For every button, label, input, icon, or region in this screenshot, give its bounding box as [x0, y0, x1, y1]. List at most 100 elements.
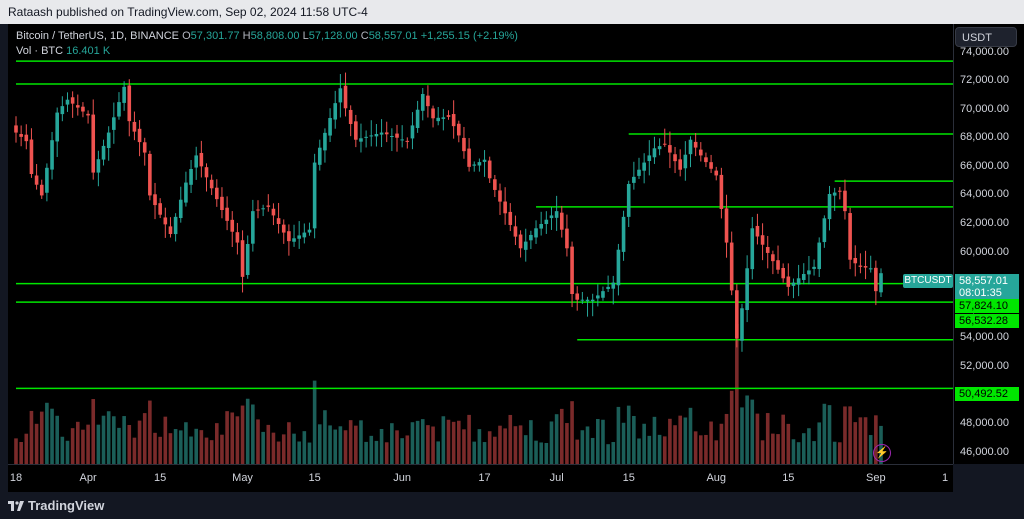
candle-body[interactable] — [513, 226, 518, 237]
candle-body[interactable] — [812, 266, 816, 269]
candle-body[interactable] — [55, 112, 59, 142]
candle-body[interactable] — [148, 153, 152, 196]
candle-body[interactable] — [307, 229, 312, 233]
candle-body[interactable] — [853, 257, 858, 264]
candle-body[interactable] — [678, 159, 682, 170]
tradingview-logo[interactable]: TradingView — [8, 498, 104, 513]
candle-body[interactable] — [261, 208, 265, 210]
candle-body[interactable] — [580, 299, 585, 301]
candle-body[interactable] — [39, 184, 44, 196]
candle-body[interactable] — [168, 226, 173, 234]
candle-body[interactable] — [879, 273, 883, 293]
candle-body[interactable] — [688, 139, 693, 155]
candle-body[interactable] — [456, 123, 461, 136]
candle-body[interactable] — [225, 207, 229, 221]
candle-body[interactable] — [158, 203, 162, 215]
candle-body[interactable] — [549, 215, 554, 219]
candle-body[interactable] — [771, 254, 775, 262]
candle-body[interactable] — [575, 293, 580, 300]
candle-body[interactable] — [405, 140, 410, 142]
candle-body[interactable] — [637, 169, 641, 176]
candle-body[interactable] — [858, 265, 863, 267]
candle-body[interactable] — [230, 219, 235, 232]
candle-body[interactable] — [539, 224, 543, 229]
candle-body[interactable] — [235, 232, 240, 243]
lightning-icon[interactable]: ⚡ — [873, 444, 891, 462]
candle-body[interactable] — [420, 94, 425, 111]
candle-body[interactable] — [662, 143, 667, 145]
candle-body[interactable] — [570, 246, 574, 294]
candle-body[interactable] — [86, 113, 90, 116]
candle-body[interactable] — [874, 267, 878, 292]
candle-body[interactable] — [544, 219, 549, 225]
candle-body[interactable] — [266, 205, 271, 207]
candle-body[interactable] — [328, 118, 332, 136]
candle-body[interactable] — [302, 232, 307, 238]
candle-body[interactable] — [601, 291, 605, 298]
candle-body[interactable] — [312, 162, 317, 229]
candle-body[interactable] — [565, 228, 569, 249]
candle-body[interactable] — [256, 209, 260, 211]
candle-body[interactable] — [642, 162, 646, 171]
candle-body[interactable] — [616, 249, 621, 286]
candle-body[interactable] — [14, 125, 18, 133]
candle-body[interactable] — [348, 109, 353, 124]
candle-body[interactable] — [724, 208, 729, 243]
candle-body[interactable] — [390, 136, 394, 137]
candle-body[interactable] — [508, 211, 513, 225]
candle-body[interactable] — [19, 134, 23, 137]
candle-body[interactable] — [436, 117, 441, 122]
candle-body[interactable] — [657, 146, 662, 150]
currency-button[interactable]: USDT — [955, 27, 1017, 47]
candle-body[interactable] — [395, 133, 399, 138]
candle-body[interactable] — [683, 154, 688, 169]
symbol-title[interactable]: Bitcoin / TetherUS, 1D, BINANCE — [16, 30, 180, 42]
candle-body[interactable] — [765, 247, 770, 253]
candle-body[interactable] — [791, 282, 796, 286]
candle-body[interactable] — [415, 109, 420, 128]
candle-body[interactable] — [70, 97, 75, 104]
candle-body[interactable] — [75, 105, 80, 108]
candle-body[interactable] — [60, 106, 65, 115]
candle-body[interactable] — [354, 121, 358, 140]
candle-body[interactable] — [374, 134, 379, 137]
candle-body[interactable] — [204, 167, 209, 178]
candle-body[interactable] — [585, 299, 590, 302]
candle-body[interactable] — [698, 149, 703, 156]
candle-body[interactable] — [559, 212, 564, 230]
candle-body[interactable] — [359, 138, 363, 142]
candle-body[interactable] — [529, 234, 533, 241]
candle-body[interactable] — [596, 295, 600, 299]
candle-body[interactable] — [523, 241, 528, 250]
candle-body[interactable] — [240, 240, 245, 277]
candle-body[interactable] — [215, 187, 219, 200]
candle-body[interactable] — [132, 121, 137, 132]
candle-body[interactable] — [251, 211, 255, 244]
candle-body[interactable] — [34, 175, 39, 185]
candle-body[interactable] — [827, 194, 832, 220]
candle-body[interactable] — [714, 170, 719, 176]
candle-body[interactable] — [534, 228, 538, 238]
candle-body[interactable] — [199, 152, 204, 167]
candle-body[interactable] — [843, 190, 847, 212]
candle-body[interactable] — [467, 148, 471, 167]
candle-body[interactable] — [750, 228, 755, 270]
candle-body[interactable] — [832, 192, 837, 196]
candle-body[interactable] — [245, 244, 250, 275]
candle-body[interactable] — [96, 159, 101, 173]
candle-body[interactable] — [112, 117, 116, 130]
candle-body[interactable] — [498, 190, 502, 202]
candle-body[interactable] — [745, 268, 749, 311]
candle-body[interactable] — [441, 117, 446, 119]
candle-body[interactable] — [693, 141, 698, 148]
candle-body[interactable] — [863, 266, 868, 268]
candle-body[interactable] — [122, 86, 126, 103]
candle-body[interactable] — [379, 132, 384, 135]
candle-body[interactable] — [127, 85, 132, 122]
candle-body[interactable] — [81, 106, 85, 112]
candle-body[interactable] — [503, 201, 507, 214]
candle-body[interactable] — [477, 162, 482, 166]
candle-body[interactable] — [611, 282, 616, 289]
candle-body[interactable] — [163, 217, 168, 225]
candle-body[interactable] — [487, 160, 492, 179]
